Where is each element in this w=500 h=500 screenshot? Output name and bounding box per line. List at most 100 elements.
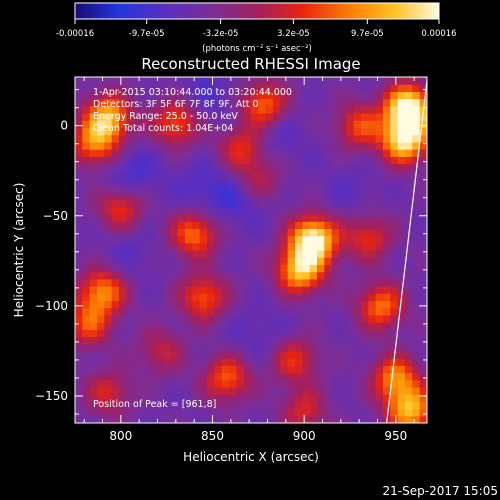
heatmap-cell: [368, 336, 377, 345]
heatmap-cell: [368, 379, 377, 388]
heatmap-cell: [302, 199, 311, 208]
heatmap-cell: [361, 250, 369, 258]
heatmap-cell: [273, 141, 281, 150]
heatmap-cell: [405, 192, 413, 201]
heatmap-cell: [97, 386, 105, 395]
heatmap-cell: [317, 365, 325, 374]
heatmap-cell: [104, 250, 113, 258]
heatmap-cell: [346, 213, 355, 222]
heatmap-cell: [368, 228, 377, 237]
heatmap-cell: [287, 242, 296, 251]
heatmap-cell: [280, 141, 289, 150]
heatmap-cell: [104, 264, 113, 273]
heatmap-cell: [405, 278, 413, 287]
heatmap-cell: [229, 235, 237, 244]
heatmap-cell: [185, 134, 193, 143]
heatmap-cell: [412, 358, 421, 366]
heatmap-cell: [207, 242, 215, 251]
heatmap-cell: [236, 286, 245, 294]
heatmap-cell: [163, 156, 171, 165]
heatmap-cell: [324, 192, 333, 201]
heatmap-cell: [383, 120, 391, 129]
heatmap-cell: [375, 77, 384, 85]
heatmap-cell: [192, 105, 201, 114]
heatmap-cell: [236, 170, 245, 179]
heatmap-cell: [148, 379, 157, 388]
heatmap-cell: [97, 415, 105, 423]
heatmap-cell: [419, 257, 427, 266]
heatmap-cell: [353, 185, 362, 193]
heatmap-cell: [75, 322, 83, 330]
heatmap-cell: [192, 91, 201, 100]
heatmap-cell: [339, 365, 347, 374]
heatmap-cell: [221, 408, 230, 417]
heatmap-cell: [309, 98, 318, 107]
heatmap-cell: [265, 257, 274, 266]
heatmap-cell: [133, 257, 142, 266]
heatmap-cell: [104, 206, 113, 215]
heatmap-cell: [339, 250, 347, 258]
heatmap-cell: [89, 134, 98, 143]
heatmap-cell: [229, 379, 237, 388]
heatmap-cell: [295, 250, 303, 258]
heatmap-cell: [75, 257, 83, 266]
heatmap-cell: [331, 350, 340, 359]
heatmap-cell: [375, 206, 384, 215]
heatmap-cell: [148, 134, 157, 143]
heatmap-cell: [141, 192, 149, 201]
heatmap-cell: [111, 394, 120, 402]
heatmap-cell: [346, 415, 355, 423]
heatmap-cell: [82, 264, 91, 273]
heatmap-cell: [229, 163, 237, 172]
heatmap-cell: [141, 206, 149, 215]
heatmap-cell: [207, 105, 215, 114]
heatmap-cell: [229, 84, 237, 93]
heatmap-cell: [214, 286, 223, 294]
heatmap-cell: [148, 314, 157, 323]
heatmap-cell: [361, 163, 369, 172]
heatmap-cell: [236, 206, 245, 215]
heatmap-cell: [251, 408, 259, 417]
heatmap-cell: [405, 307, 413, 316]
heatmap-cell: [243, 242, 252, 251]
heatmap-cell: [199, 394, 208, 402]
heatmap-cell: [251, 170, 259, 179]
heatmap-cell: [280, 336, 289, 345]
heatmap-cell: [192, 170, 201, 179]
heatmap-cell: [251, 192, 259, 201]
heatmap-cell: [75, 264, 83, 273]
heatmap-cell: [97, 177, 105, 186]
heatmap-cell: [126, 192, 135, 201]
heatmap-cell: [229, 322, 237, 330]
heatmap-cell: [287, 134, 296, 143]
heatmap-cell: [405, 77, 413, 85]
heatmap-cell: [346, 120, 355, 129]
heatmap-cell: [273, 127, 281, 136]
heatmap-cell: [251, 314, 259, 323]
heatmap-cell: [317, 307, 325, 316]
solar-limb-line: [386, 80, 427, 423]
heatmap-cell: [163, 213, 171, 222]
heatmap-cell: [412, 228, 421, 237]
heatmap-cell: [361, 394, 369, 402]
heatmap-cell: [390, 343, 399, 352]
heatmap-cell: [346, 185, 355, 193]
heatmap-cell: [375, 84, 384, 93]
heatmap-cell: [383, 307, 391, 316]
heatmap-cell: [280, 365, 289, 374]
heatmap-cell: [155, 300, 164, 309]
heatmap-cell: [390, 264, 399, 273]
heatmap-cell: [214, 307, 223, 316]
heatmap-cell: [317, 127, 325, 136]
heatmap-cell: [265, 228, 274, 237]
heatmap-cell: [331, 192, 340, 201]
heatmap-cell: [141, 343, 149, 352]
heatmap-cell: [361, 271, 369, 280]
heatmap-cell: [177, 343, 186, 352]
heatmap-cell: [383, 293, 391, 302]
heatmap-cell: [155, 358, 164, 366]
heatmap-cell: [390, 257, 399, 266]
heatmap-cell: [251, 127, 259, 136]
heatmap-cell: [126, 98, 135, 107]
heatmap-cell: [419, 307, 427, 316]
